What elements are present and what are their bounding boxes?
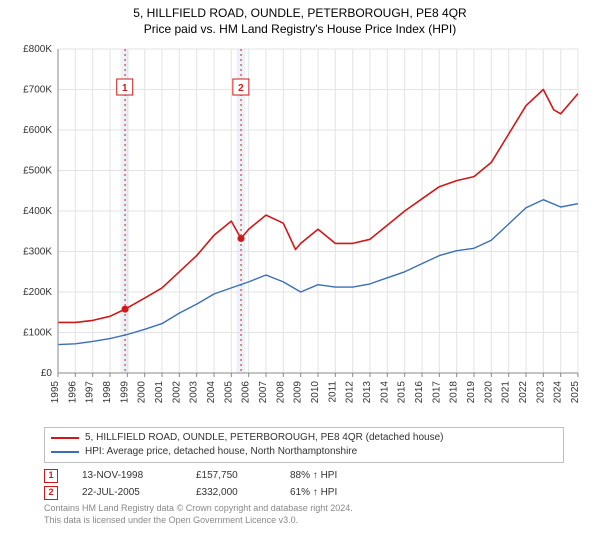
svg-text:2022: 2022	[518, 381, 529, 404]
svg-text:2025: 2025	[570, 381, 581, 404]
legend-item: 5, HILLFIELD ROAD, OUNDLE, PETERBOROUGH,…	[51, 431, 557, 445]
attribution: Contains HM Land Registry data © Crown c…	[44, 503, 564, 526]
svg-text:2: 2	[238, 83, 244, 94]
svg-text:2004: 2004	[206, 381, 217, 404]
svg-text:2016: 2016	[414, 381, 425, 404]
svg-text:2007: 2007	[258, 381, 269, 404]
events-table: 1 13-NOV-1998 £157,750 88% ↑ HPI 2 22-JU…	[44, 467, 564, 501]
svg-text:£500K: £500K	[23, 166, 52, 177]
event-price: £157,750	[196, 467, 266, 484]
svg-text:£200K: £200K	[23, 287, 52, 298]
svg-text:2019: 2019	[466, 381, 477, 404]
chart-container: 5, HILLFIELD ROAD, OUNDLE, PETERBOROUGH,…	[0, 0, 600, 560]
svg-text:2023: 2023	[535, 381, 546, 404]
svg-text:2009: 2009	[293, 381, 304, 404]
legend-swatch	[51, 451, 79, 453]
svg-text:£100K: £100K	[23, 328, 52, 339]
svg-text:2024: 2024	[553, 381, 564, 404]
svg-text:£400K: £400K	[23, 206, 52, 217]
svg-text:2020: 2020	[483, 381, 494, 404]
svg-text:2018: 2018	[449, 381, 460, 404]
chart-area: £0 £100K £200K £300K £400K £500K £600K £700K £80…	[8, 43, 592, 423]
line-chart-svg: £0 £100K £200K £300K £400K £500K £600K £700K £80…	[8, 43, 600, 423]
svg-text:£700K: £700K	[23, 85, 52, 96]
event-row: 1 13-NOV-1998 £157,750 88% ↑ HPI	[44, 467, 564, 484]
svg-text:1998: 1998	[102, 381, 113, 404]
svg-text:2001: 2001	[154, 381, 165, 404]
svg-text:2012: 2012	[345, 381, 356, 404]
svg-text:2005: 2005	[223, 381, 234, 404]
svg-text:2011: 2011	[327, 381, 338, 403]
legend-label: 5, HILLFIELD ROAD, OUNDLE, PETERBOROUGH,…	[85, 431, 443, 445]
event-date: 13-NOV-1998	[82, 467, 172, 484]
svg-text:2010: 2010	[310, 381, 321, 404]
legend-item: HPI: Average price, detached house, Nort…	[51, 445, 557, 459]
svg-text:2014: 2014	[379, 381, 390, 404]
attribution-line: This data is licensed under the Open Gov…	[44, 515, 564, 527]
svg-text:2002: 2002	[171, 381, 182, 404]
chart-title: 5, HILLFIELD ROAD, OUNDLE, PETERBOROUGH,…	[8, 6, 592, 22]
svg-text:1996: 1996	[67, 381, 78, 404]
legend-label: HPI: Average price, detached house, Nort…	[85, 445, 357, 459]
svg-text:2017: 2017	[431, 381, 442, 404]
svg-text:1: 1	[122, 83, 128, 94]
event-marker-box: 2	[44, 486, 58, 500]
event-price: £332,000	[196, 484, 266, 501]
svg-text:2008: 2008	[275, 381, 286, 404]
event-date: 22-JUL-2005	[82, 484, 172, 501]
legend: 5, HILLFIELD ROAD, OUNDLE, PETERBOROUGH,…	[44, 427, 564, 463]
svg-text:2006: 2006	[241, 381, 252, 404]
svg-text:£800K: £800K	[23, 44, 52, 55]
event-pct: 61% ↑ HPI	[290, 484, 370, 501]
svg-text:2015: 2015	[397, 381, 408, 404]
svg-text:2013: 2013	[362, 381, 373, 404]
svg-text:1997: 1997	[85, 381, 96, 404]
chart-subtitle: Price paid vs. HM Land Registry's House …	[8, 22, 592, 38]
event-row: 2 22-JUL-2005 £332,000 61% ↑ HPI	[44, 484, 564, 501]
svg-text:1995: 1995	[50, 381, 61, 404]
svg-text:£300K: £300K	[23, 247, 52, 258]
legend-swatch	[51, 437, 79, 439]
svg-text:£0: £0	[41, 368, 53, 379]
svg-text:1999: 1999	[119, 381, 130, 404]
svg-text:2021: 2021	[501, 381, 512, 404]
svg-text:2003: 2003	[189, 381, 200, 404]
svg-text:£600K: £600K	[23, 125, 52, 136]
attribution-line: Contains HM Land Registry data © Crown c…	[44, 503, 564, 515]
event-marker-box: 1	[44, 469, 58, 483]
svg-text:2000: 2000	[137, 381, 148, 404]
event-pct: 88% ↑ HPI	[290, 467, 370, 484]
